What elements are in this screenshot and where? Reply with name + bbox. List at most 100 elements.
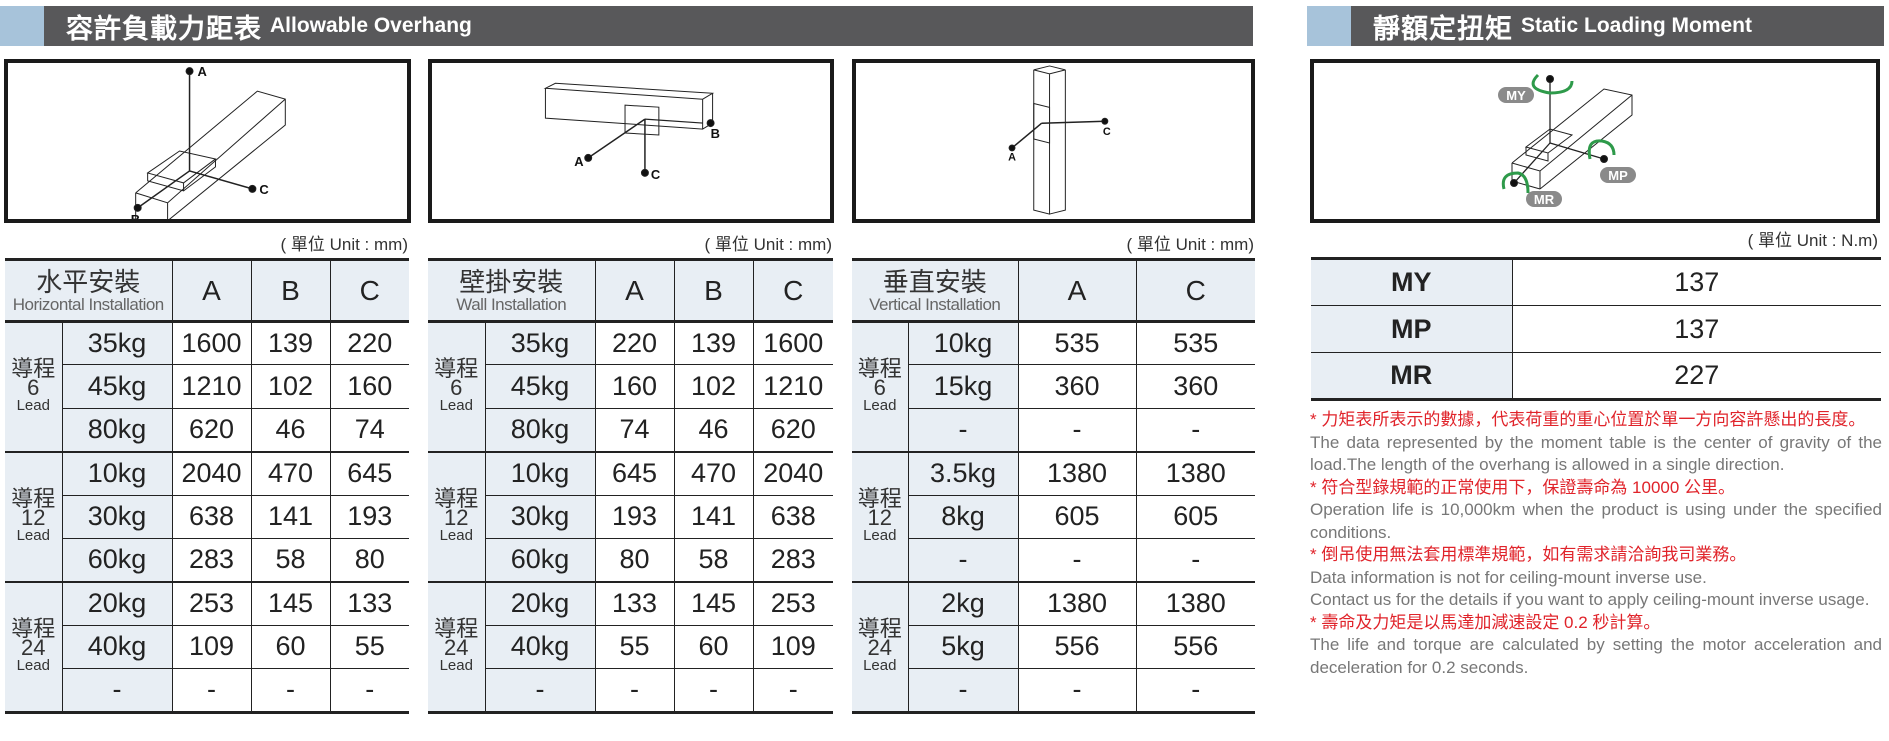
value-cell: 535 — [1017, 320, 1137, 366]
value-cell: 193 — [329, 494, 409, 539]
value-cell: 141 — [673, 494, 754, 539]
table-row: 80kg 620 46 74 — [5, 407, 409, 453]
table-row: 導程 6 Lead 10kg 535 535 — [852, 320, 1255, 453]
lead-group-cell: 導程 12 Lead — [852, 450, 909, 583]
static-moment-diagram: MY MP MR — [1310, 59, 1880, 223]
moment-value: 137 — [1512, 305, 1881, 353]
table-row: 導程 24 Lead 2kg 1380 1380 — [852, 580, 1255, 713]
value-cell: 74 — [594, 407, 675, 453]
table-row: 導程 12 Lead 10kg 2040 470 645 — [5, 450, 409, 583]
value-cell: 220 — [329, 320, 409, 366]
column-header-a: A — [594, 259, 675, 323]
table-row: --- — [852, 668, 1255, 713]
lead-group-cell: 導程 24 Lead — [428, 580, 486, 713]
lead-word: 導程 — [11, 355, 56, 381]
table-row: 8kg 605 605 — [852, 494, 1255, 539]
installation-name-en: Wall Installation — [456, 294, 567, 314]
lead-value: 24 — [867, 634, 892, 660]
section-title-en: Static Loading Moment — [1521, 14, 1752, 37]
value-cell: 80 — [329, 537, 409, 583]
label-b: B — [711, 126, 720, 141]
note-zh: * 壽命及力矩是以馬達加減速設定 0.2 秒計算。 — [1310, 612, 1661, 632]
value-cell: - — [1017, 668, 1137, 713]
value-cell: 46 — [250, 407, 331, 453]
value-cell: 109 — [752, 624, 834, 670]
value-cell: 145 — [673, 580, 754, 626]
section-title-zh: 靜額定扭矩 — [1373, 13, 1513, 44]
moment-row: MR 227 — [1311, 352, 1881, 400]
load-cell: 30kg — [485, 494, 596, 539]
value-cell: 139 — [250, 320, 331, 366]
lead-en: Lead — [863, 396, 897, 414]
value-cell: - — [752, 668, 834, 713]
value-cell: 605 — [1017, 494, 1137, 539]
unit-label: ( 單位 Unit : mm) — [280, 235, 409, 254]
installation-type-header: 水平安裝 Horizontal Installation — [5, 259, 173, 323]
load-cell: 20kg — [61, 580, 173, 626]
lead-value: 12 — [867, 504, 892, 530]
lead-en: Lead — [16, 526, 50, 544]
value-cell: 160 — [594, 364, 675, 409]
load-cell: 45kg — [485, 364, 596, 409]
value-cell: 645 — [329, 450, 409, 496]
load-cell: - — [485, 668, 596, 713]
column-header-a: A — [171, 259, 252, 323]
lead-word: 導程 — [857, 355, 902, 381]
value-cell: 1380 — [1017, 580, 1137, 626]
value-cell: 253 — [752, 580, 834, 626]
value-cell: 360 — [1135, 364, 1255, 409]
load-cell: 15kg — [908, 364, 1019, 409]
badge-mr: MR — [1534, 192, 1555, 207]
table-row: 導程 24 Lead 20kg 253 145 133 — [5, 580, 409, 713]
allowable-overhang-header: 容許負載力距表 Allowable Overhang — [0, 6, 1253, 46]
load-cell: 35kg — [484, 320, 596, 366]
value-cell: 145 — [250, 580, 331, 626]
lead-group-cell: 導程 12 Lead — [428, 450, 486, 583]
load-cell: 5kg — [908, 624, 1019, 670]
lead-en: Lead — [863, 526, 897, 544]
value-cell: 645 — [594, 450, 675, 496]
table-row: 40kg 109 60 55 — [5, 624, 409, 670]
value-cell: 253 — [171, 580, 252, 626]
value-cell: - — [1017, 407, 1137, 453]
value-cell: 102 — [250, 364, 331, 409]
table-row: 45kg 1210 102 160 — [5, 364, 409, 409]
lead-en: Lead — [439, 396, 473, 414]
value-cell: 58 — [673, 537, 754, 583]
unit-label: ( 單位 Unit : mm) — [704, 235, 833, 254]
value-cell: 620 — [171, 407, 252, 453]
moment-key: MP — [1311, 305, 1513, 353]
table-row: 15kg 360 360 — [852, 364, 1255, 409]
table-row: 45kg 160 102 1210 — [428, 364, 834, 409]
table-row: 導程 12 Lead 3.5kg 1380 1380 — [852, 450, 1255, 583]
lead-value: 12 — [21, 504, 46, 530]
value-cell: 1210 — [171, 364, 252, 409]
load-cell: 80kg — [485, 407, 596, 453]
badge-mp: MP — [1608, 168, 1628, 183]
lead-word: 導程 — [434, 615, 479, 641]
load-cell: 60kg — [62, 537, 173, 583]
value-cell: 139 — [673, 320, 754, 366]
moment-key: MR — [1311, 352, 1513, 400]
value-cell: 220 — [594, 320, 675, 366]
vertical-installation-table: 垂直安裝 Vertical Installation A C 導程 6 Lead 10kg 53… — [852, 258, 1255, 714]
value-cell: 605 — [1135, 494, 1255, 539]
column-header-b: B — [673, 259, 754, 323]
load-cell: - — [908, 537, 1019, 583]
moment-row: MP 137 — [1311, 305, 1881, 353]
static-moment-table: MY 137 MP 137 MR 227 — [1311, 257, 1881, 401]
wall-installation-table: 壁掛安裝 Wall Installation A B C 導程 6 Lead 35kg 220 13… — [428, 258, 834, 714]
value-cell: - — [673, 668, 754, 713]
value-cell: 133 — [329, 580, 409, 626]
lead-group-cell: 導程 6 Lead — [852, 320, 909, 453]
wall-installation-diagram: C A B — [428, 59, 834, 223]
unit-label: ( 單位 Unit : N.m) — [1747, 231, 1878, 250]
table-row: 40kg 55 60 109 — [428, 624, 834, 670]
value-cell: 102 — [673, 364, 754, 409]
installation-type-header: 垂直安裝 Vertical Installation — [852, 259, 1019, 323]
lead-group-cell: 導程 6 Lead — [428, 320, 486, 453]
static-moment-header: 靜額定扭矩 Static Loading Moment — [1307, 6, 1884, 46]
section-title-zh: 容許負載力距表 — [66, 13, 262, 44]
lead-word: 導程 — [11, 485, 56, 511]
load-cell: - — [908, 668, 1019, 713]
